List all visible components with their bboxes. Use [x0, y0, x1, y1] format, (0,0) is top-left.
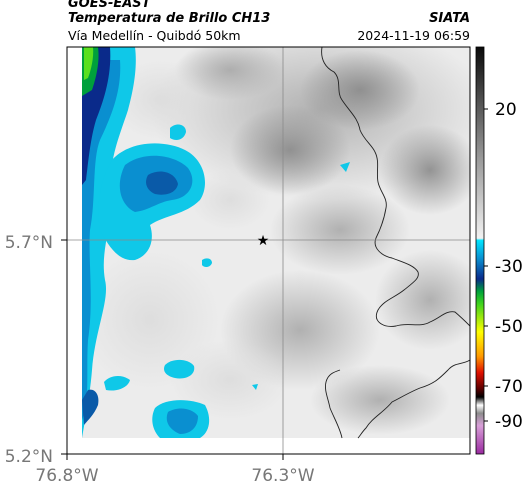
lon-tick-label: 76.8°W	[35, 466, 98, 486]
colorbar-label: -90	[495, 412, 523, 432]
map-border	[66, 46, 471, 455]
satellite-imagery	[80, 47, 470, 439]
datetime-label: 2024-11-19 06:59	[357, 28, 470, 43]
star-marker-icon: ★	[257, 233, 270, 249]
product-title: Temperatura de Brillo CH13	[68, 11, 271, 26]
colorbar	[475, 46, 485, 455]
colorbar-label: 20	[495, 100, 517, 120]
lat-tick-label: 5.7°N	[5, 233, 53, 253]
agency-label: SIATA	[429, 11, 470, 26]
lon-tick-label: 76.3°W	[251, 466, 314, 486]
colorbar-label: -70	[495, 377, 523, 397]
region-label: Vía Medellín - Quibdó 50km	[68, 28, 241, 43]
lat-tick-label: 5.2°N	[5, 447, 53, 467]
colorbar-label: -50	[495, 317, 523, 337]
satellite-title: GOES-EAST	[68, 0, 151, 11]
colorbar-label: -30	[495, 257, 523, 277]
